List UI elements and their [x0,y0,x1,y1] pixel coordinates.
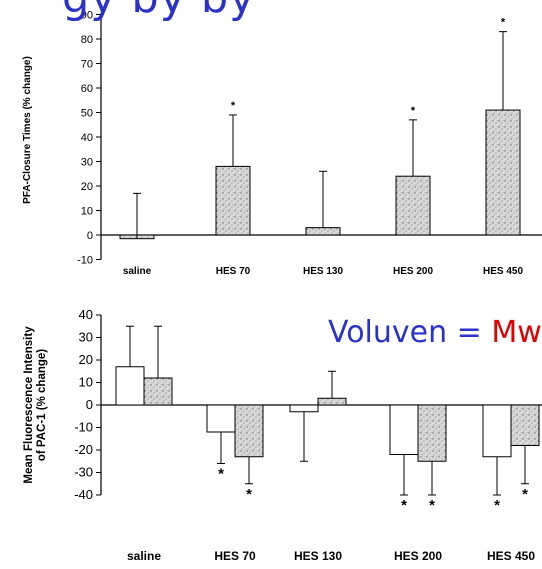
bar [234,404,264,458]
y-tick-label: 50 [81,108,93,120]
slide-title-fragment: gy by by [62,0,256,23]
formula-equals: = [456,315,482,350]
significance-star: * [501,17,506,29]
significance-star: * [522,486,528,503]
y-tick-label: 60 [81,83,93,95]
y-tick-label: 40 [81,132,93,144]
y-tick-label: 80 [81,34,93,46]
bar [206,404,236,433]
category-label: HES 130 [294,549,342,563]
bar [143,377,173,406]
significance-star: * [401,497,407,514]
category-label: HES 200 [394,549,442,563]
bar [389,404,419,455]
pfa-closure-chart: -10 0 10 20 30 40 50 60 70 80 90 PFA-Closure Times … [22,10,542,277]
y-tick-label: 90 [81,10,93,22]
bar [317,397,347,406]
category-label: HES 70 [214,549,256,563]
y-axis-label: of PAC-1 (% change) [36,349,48,461]
formula-text: Voluven = Mw [328,315,542,350]
bar [482,404,512,458]
bar [485,109,521,236]
y-tick-label: 10 [81,206,93,218]
formula-left: Voluven [328,315,448,350]
significance-star: * [494,497,500,514]
y-tick-label: 70 [81,59,93,71]
category-label: saline [127,549,161,563]
category-label: HES 450 [487,549,535,563]
significance-star: * [231,100,236,112]
y-tick-label: -20 [74,442,93,457]
y-tick-label: 0 [87,230,93,242]
y-tick-label: -30 [74,465,93,480]
y-tick-label: -40 [74,487,93,502]
y-tick-label: 30 [81,157,93,169]
formula-right: Mw [491,315,542,350]
bar [289,404,319,413]
category-label: saline [123,266,152,277]
pac1-chart: -40 -30 -20 -10 0 10 20 30 40 Mean Fluorescence I… [23,307,542,563]
significance-star: * [411,105,416,117]
bar [510,404,540,446]
y-tick-label: 10 [79,375,93,390]
significance-star: * [218,466,224,483]
y-tick-label: 40 [79,307,93,322]
bar [115,366,145,406]
bar [305,227,341,236]
bar [215,165,251,236]
y-tick-label: 20 [79,352,93,367]
category-label: HES 70 [216,266,251,277]
y-tick-label: -10 [77,255,93,267]
category-label: HES 200 [393,266,433,277]
y-tick-label: 20 [81,181,93,193]
y-tick-label: 30 [79,330,93,345]
y-axis-label: PFA-Closure Times (% change) [22,56,33,204]
y-tick-label: 0 [86,397,93,412]
bar [395,175,431,236]
significance-star: * [429,497,435,514]
bar [417,404,447,462]
y-tick-label: -10 [74,420,93,435]
category-label: HES 130 [303,266,343,277]
significance-star: * [246,486,252,503]
category-label: HES 450 [483,266,523,277]
y-axis-label: Mean Fluorescence Intensity [23,326,35,484]
